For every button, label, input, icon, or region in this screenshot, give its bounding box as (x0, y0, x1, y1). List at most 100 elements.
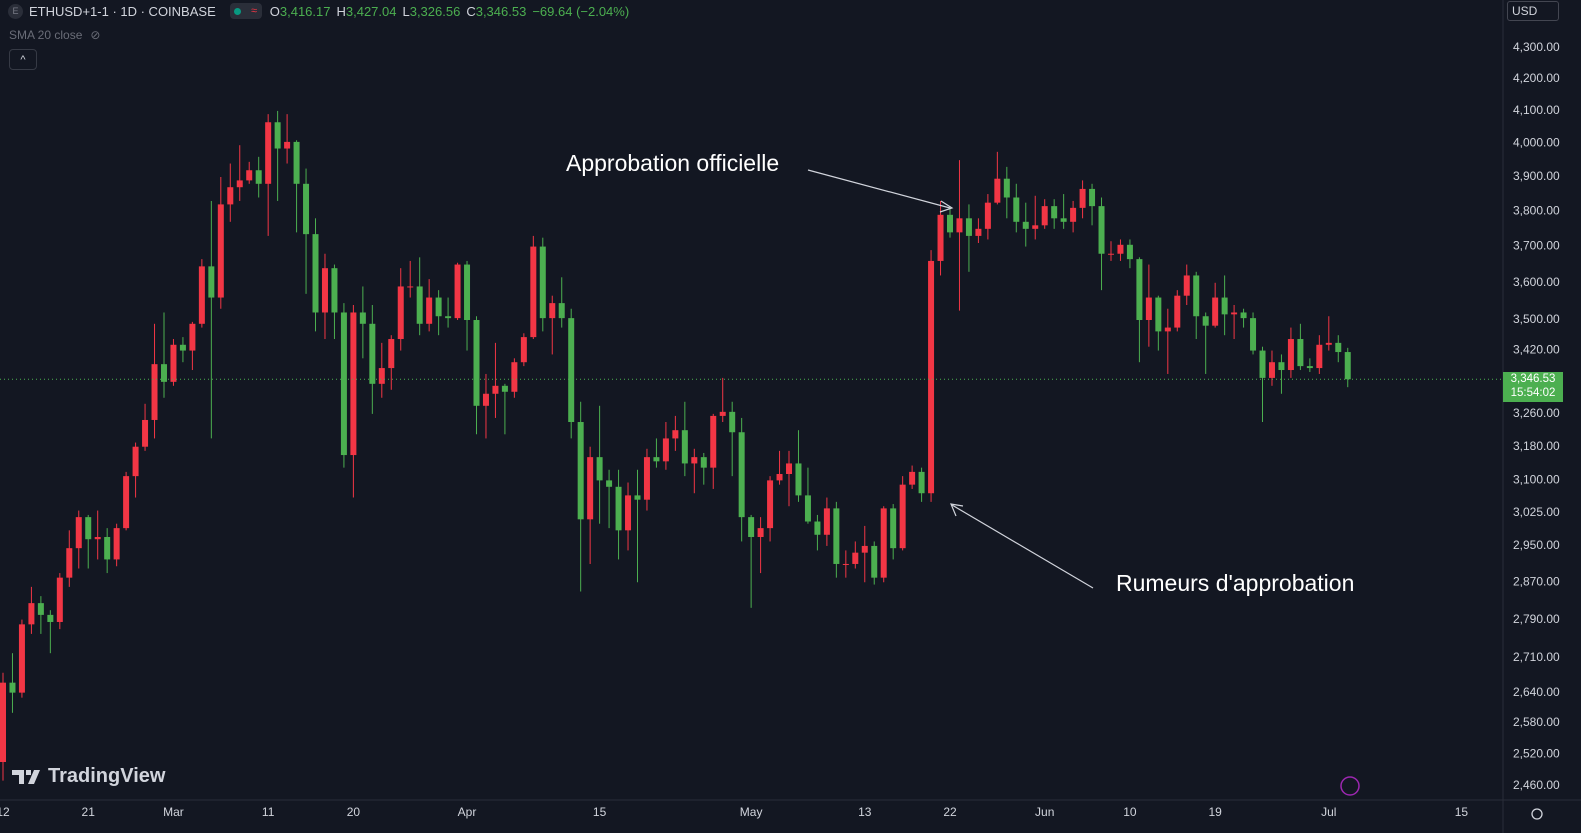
candle-body (643, 457, 650, 500)
candle-body (757, 528, 764, 537)
brand-logo (12, 769, 40, 784)
candle-body (1098, 206, 1105, 254)
candle-body (804, 495, 811, 522)
candle-body (388, 339, 395, 369)
legend-value: 3,326.56 (409, 3, 461, 19)
candle-body (1155, 297, 1162, 332)
candle-body (738, 432, 745, 518)
status-wave: ≈ (250, 5, 257, 17)
x-tick-label: 13 (858, 805, 872, 819)
candle-body (189, 323, 196, 351)
candle-body (445, 316, 452, 319)
candle-body (596, 457, 603, 481)
candle-body (9, 682, 16, 693)
candle-body (1278, 362, 1285, 371)
y-tick-label: 3,900.00 (1513, 169, 1560, 183)
hidden-icon[interactable]: ⊘ (90, 28, 101, 42)
candle-body (975, 228, 982, 236)
candle-body (75, 517, 82, 549)
candle-body (615, 486, 622, 531)
candle-body (1306, 366, 1313, 369)
annotation: Approbation officielle (566, 150, 779, 176)
candle-body (833, 508, 840, 564)
x-tick-label: 21 (82, 805, 96, 819)
candle-body (653, 457, 660, 462)
candle-body (1221, 297, 1228, 315)
candle-body (454, 264, 461, 319)
candle-body (937, 214, 944, 261)
candle-body (795, 463, 802, 496)
y-tick-label: 3,600.00 (1513, 275, 1560, 289)
candle-body (568, 318, 575, 423)
candle-body (1287, 339, 1294, 371)
candle-body (170, 344, 177, 382)
candle-body (1164, 327, 1171, 332)
candle-body (1174, 295, 1181, 328)
y-tick-label: 4,000.00 (1513, 136, 1560, 150)
candle-body (284, 141, 291, 149)
y-tick-label: 2,710.00 (1513, 650, 1560, 664)
collapse-button[interactable]: ^ (9, 49, 37, 70)
indicator-name: SMA 20 close (9, 28, 83, 42)
candle-body (1079, 188, 1086, 208)
candle-body (947, 214, 953, 233)
candle-body (28, 603, 35, 625)
candle-body (227, 187, 234, 205)
candle-body (965, 218, 972, 236)
candle-body (909, 471, 916, 485)
candle-body (918, 471, 925, 494)
candle-body (1032, 225, 1039, 229)
candle-body (1003, 178, 1010, 198)
candle-body (767, 480, 774, 529)
candle-body (359, 312, 366, 324)
candle-body (814, 521, 821, 535)
symbol[interactable]: ETHUSD+1-1 · 1D · COINBASE (29, 3, 216, 19)
arrow-head (939, 200, 954, 213)
y-tick-label: 2,460.00 (1513, 778, 1560, 792)
x-tick-label: Jul (1321, 805, 1336, 819)
indicator[interactable]: SMA 20 close ⊘ (9, 28, 100, 42)
candle-body (18, 624, 25, 693)
x-tick-label: 19 (1208, 805, 1222, 819)
candle-body (994, 178, 1001, 203)
candle-body (691, 457, 698, 464)
status-badge: ≈ (229, 3, 262, 19)
candle-body (151, 364, 158, 420)
candle-body (265, 122, 272, 184)
candle-body (634, 495, 641, 500)
candle-body (1259, 350, 1266, 378)
candle-body (710, 415, 717, 468)
candle-body (558, 303, 565, 319)
candle-body (1060, 218, 1067, 222)
candle-body (606, 480, 613, 487)
candle-body (1117, 244, 1124, 254)
currency[interactable]: USD (1507, 1, 1559, 21)
candle-body (0, 682, 6, 763)
candle-body (1316, 344, 1323, 369)
candle-body (890, 508, 897, 549)
candle-body (871, 545, 878, 578)
settings-icon[interactable] (1531, 808, 1543, 820)
y-tick-label: 3,420.00 (1513, 343, 1560, 357)
y-tick-label: 3,100.00 (1513, 473, 1560, 487)
candle-body (681, 430, 688, 464)
candle-body (208, 266, 215, 298)
candle-body (1268, 362, 1275, 378)
y-tick-label: 3,800.00 (1513, 204, 1560, 218)
candle-body (1041, 206, 1048, 226)
x-tick-label: May (740, 805, 763, 819)
icon[interactable] (1340, 776, 1360, 796)
candle-body (577, 422, 584, 520)
candle-body (293, 141, 300, 184)
x-tick-label: 10 (1123, 805, 1137, 819)
candle-body (160, 364, 167, 382)
candle-body (1231, 312, 1238, 315)
y-tick-label: 2,640.00 (1513, 685, 1560, 699)
candle-body (123, 476, 130, 529)
candle-body (520, 337, 527, 363)
x-tick-label: 15 (593, 805, 607, 819)
candle-body (464, 264, 471, 321)
candle-body (501, 385, 508, 392)
brand: TradingView (12, 765, 165, 788)
y-tick-label: 3,025.00 (1513, 505, 1560, 519)
